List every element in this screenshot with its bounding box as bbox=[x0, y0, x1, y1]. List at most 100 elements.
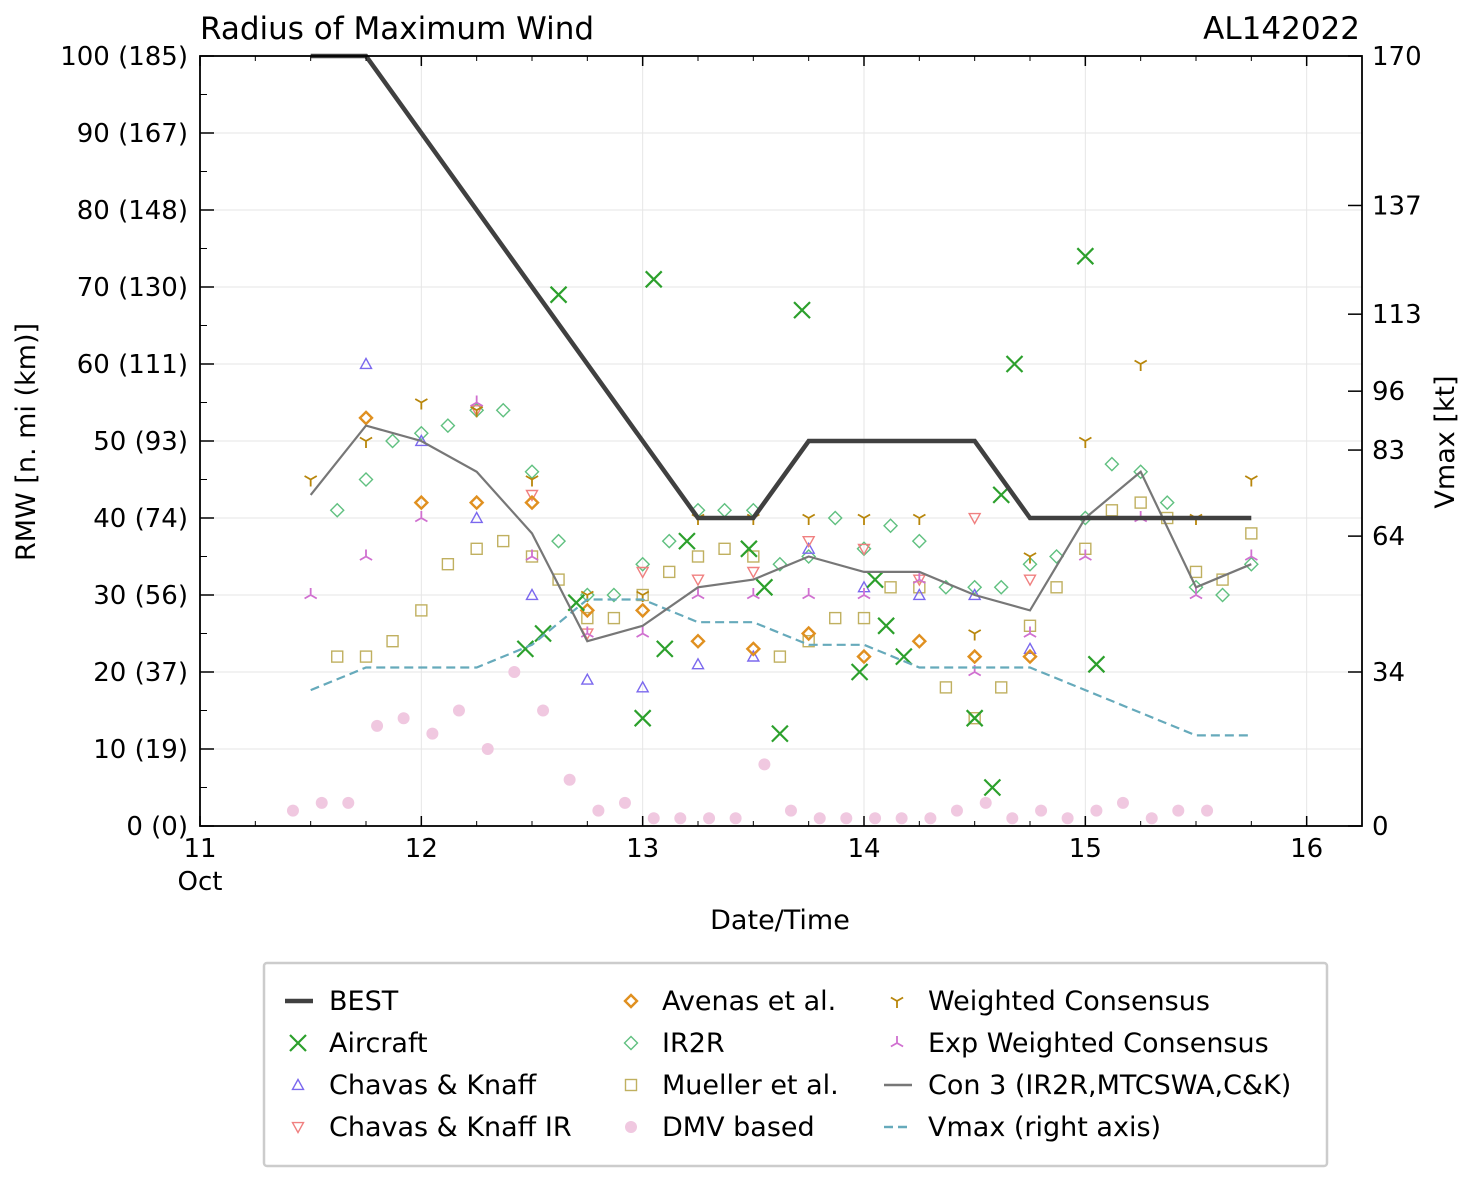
data-point-exp-weighted-consensus bbox=[1078, 549, 1092, 561]
data-point-dmv-based bbox=[1145, 812, 1158, 825]
legend-swatch bbox=[291, 1121, 305, 1134]
data-point-aircraft bbox=[1087, 655, 1106, 674]
data-point-chavas-knaff bbox=[1023, 641, 1037, 654]
data-point-chavas-knaff bbox=[635, 680, 650, 693]
data-point-dmv-based bbox=[592, 804, 605, 817]
y-tick-label: 90 (167) bbox=[77, 119, 188, 149]
data-point-weighted-consensus bbox=[1244, 475, 1258, 487]
data-point-aircraft bbox=[644, 270, 663, 289]
legend-swatch bbox=[291, 1078, 305, 1091]
data-point-mueller-et-al bbox=[802, 635, 815, 648]
legend-item-dmv-based: DMV based bbox=[625, 1112, 815, 1143]
data-point-ir2r bbox=[772, 556, 788, 572]
data-point-aircraft bbox=[516, 640, 535, 658]
legend-swatch bbox=[890, 996, 904, 1008]
y-tick-label: 70 (130) bbox=[77, 273, 188, 303]
data-point-exp-weighted-consensus bbox=[912, 572, 926, 584]
data-point-avenas-et-al bbox=[800, 625, 817, 642]
series-line-vmax-right-axis bbox=[310, 598, 1252, 737]
y-tick-label: 50 (93) bbox=[93, 427, 188, 457]
data-point-exp-weighted-consensus bbox=[857, 588, 871, 600]
series-exp-weighted-consensus bbox=[304, 395, 1258, 677]
y2-tick-label: 170 bbox=[1372, 42, 1422, 72]
data-point-exp-weighted-consensus bbox=[636, 626, 650, 638]
data-point-ir2r bbox=[1159, 495, 1175, 511]
y2-tick-label: 113 bbox=[1372, 300, 1422, 330]
x-tick-label: 16 bbox=[1290, 834, 1323, 864]
data-point-exp-weighted-consensus bbox=[525, 549, 539, 561]
legend-swatch bbox=[624, 1078, 638, 1092]
data-point-chavas-knaff bbox=[912, 588, 927, 601]
data-point-mueller-et-al bbox=[968, 712, 981, 725]
data-point-aircraft bbox=[771, 724, 789, 743]
x-tick-label: 13 bbox=[626, 834, 659, 864]
data-point-dmv-based bbox=[1172, 804, 1185, 817]
data-point-aircraft bbox=[1005, 355, 1024, 373]
data-point-chavas-knaff bbox=[691, 657, 705, 670]
data-point-aircraft bbox=[965, 709, 984, 727]
data-point-mueller-et-al bbox=[441, 558, 455, 571]
data-point-mueller-et-al bbox=[581, 611, 594, 625]
data-point-exp-weighted-consensus bbox=[1189, 588, 1203, 600]
data-point-dmv-based bbox=[950, 804, 963, 817]
y-tick-label: 40 (74) bbox=[93, 504, 188, 534]
data-point-avenas-et-al bbox=[1022, 648, 1038, 665]
data-point-aircraft bbox=[992, 486, 1011, 504]
data-point-mueller-et-al bbox=[773, 650, 787, 663]
data-point-mueller-et-al bbox=[913, 581, 926, 594]
data-point-ir2r bbox=[385, 433, 401, 449]
data-point-ir2r bbox=[1104, 456, 1120, 472]
data-point-ir2r bbox=[413, 425, 429, 441]
data-point-mueller-et-al bbox=[607, 611, 621, 625]
legend-swatch bbox=[289, 1034, 307, 1052]
data-point-weighted-consensus bbox=[525, 475, 539, 487]
chart-title: Radius of Maximum Wind bbox=[200, 11, 594, 47]
data-point-avenas-et-al bbox=[690, 633, 706, 649]
x-tick-label: 15 bbox=[1069, 834, 1102, 864]
legend: BEST Aircraft Chavas & Knaff Chavas & Knaff… bbox=[262, 961, 1329, 1168]
x-tick-label: 11 bbox=[183, 834, 216, 864]
data-point-avenas-et-al bbox=[468, 494, 485, 511]
axes: 11 12 13 14 15 16 0 (0) 10 (19) 20 (37) 30 (56) 40… bbox=[60, 42, 1421, 864]
data-point-ir2r bbox=[1215, 587, 1231, 603]
data-point-chavas-knaff-ir bbox=[1023, 574, 1037, 587]
legend-swatch bbox=[623, 993, 639, 1009]
legend-item-aircraft: Aircraft bbox=[289, 1028, 428, 1059]
legend-item-con-3-ir2r-mtcswa-c-k: Con 3 (IR2R,MTCSWA,C&K) bbox=[884, 1070, 1291, 1101]
series-vmax-right-axis bbox=[310, 598, 1252, 737]
data-point-mueller-et-al bbox=[995, 681, 1008, 694]
data-point-aircraft bbox=[549, 285, 568, 304]
data-point-dmv-based bbox=[813, 812, 826, 825]
legend-swatch bbox=[623, 1035, 639, 1051]
legend-item-avenas-et-al: Avenas et al. bbox=[623, 986, 836, 1017]
x-month-label: Oct bbox=[178, 867, 223, 897]
data-point-dmv-based bbox=[481, 743, 494, 755]
data-point-ir2r bbox=[1049, 549, 1065, 564]
data-point-chavas-knaff bbox=[746, 649, 761, 662]
x-axis-label: Date/Time bbox=[710, 905, 850, 936]
y-tick-label: 100 (185) bbox=[60, 42, 188, 72]
data-point-dmv-based bbox=[1090, 804, 1103, 817]
data-point-chavas-knaff bbox=[469, 511, 484, 524]
data-point-mueller-et-al bbox=[470, 542, 483, 555]
data-point-avenas-et-al bbox=[358, 410, 374, 426]
series-ir2r bbox=[329, 402, 1259, 603]
data-point-aircraft bbox=[983, 778, 1002, 797]
y-tick-label: 60 (111) bbox=[77, 350, 188, 380]
data-point-aircraft bbox=[866, 570, 884, 589]
legend-swatch bbox=[890, 1036, 904, 1048]
data-point-weighted-consensus bbox=[802, 513, 816, 525]
data-point-aircraft bbox=[877, 617, 895, 635]
data-point-avenas-et-al bbox=[524, 494, 540, 511]
data-point-weighted-consensus bbox=[857, 513, 871, 525]
data-point-ir2r bbox=[801, 549, 817, 564]
data-point-weighted-consensus bbox=[1078, 436, 1092, 448]
data-point-mueller-et-al bbox=[359, 650, 373, 663]
data-point-weighted-consensus bbox=[968, 629, 982, 641]
data-point-mueller-et-al bbox=[663, 565, 676, 579]
data-point-mueller-et-al bbox=[1050, 581, 1063, 594]
data-point-dmv-based bbox=[703, 812, 716, 825]
data-point-dmv-based bbox=[426, 727, 439, 740]
data-point-dmv-based bbox=[729, 812, 742, 825]
data-point-mueller-et-al bbox=[497, 534, 510, 548]
